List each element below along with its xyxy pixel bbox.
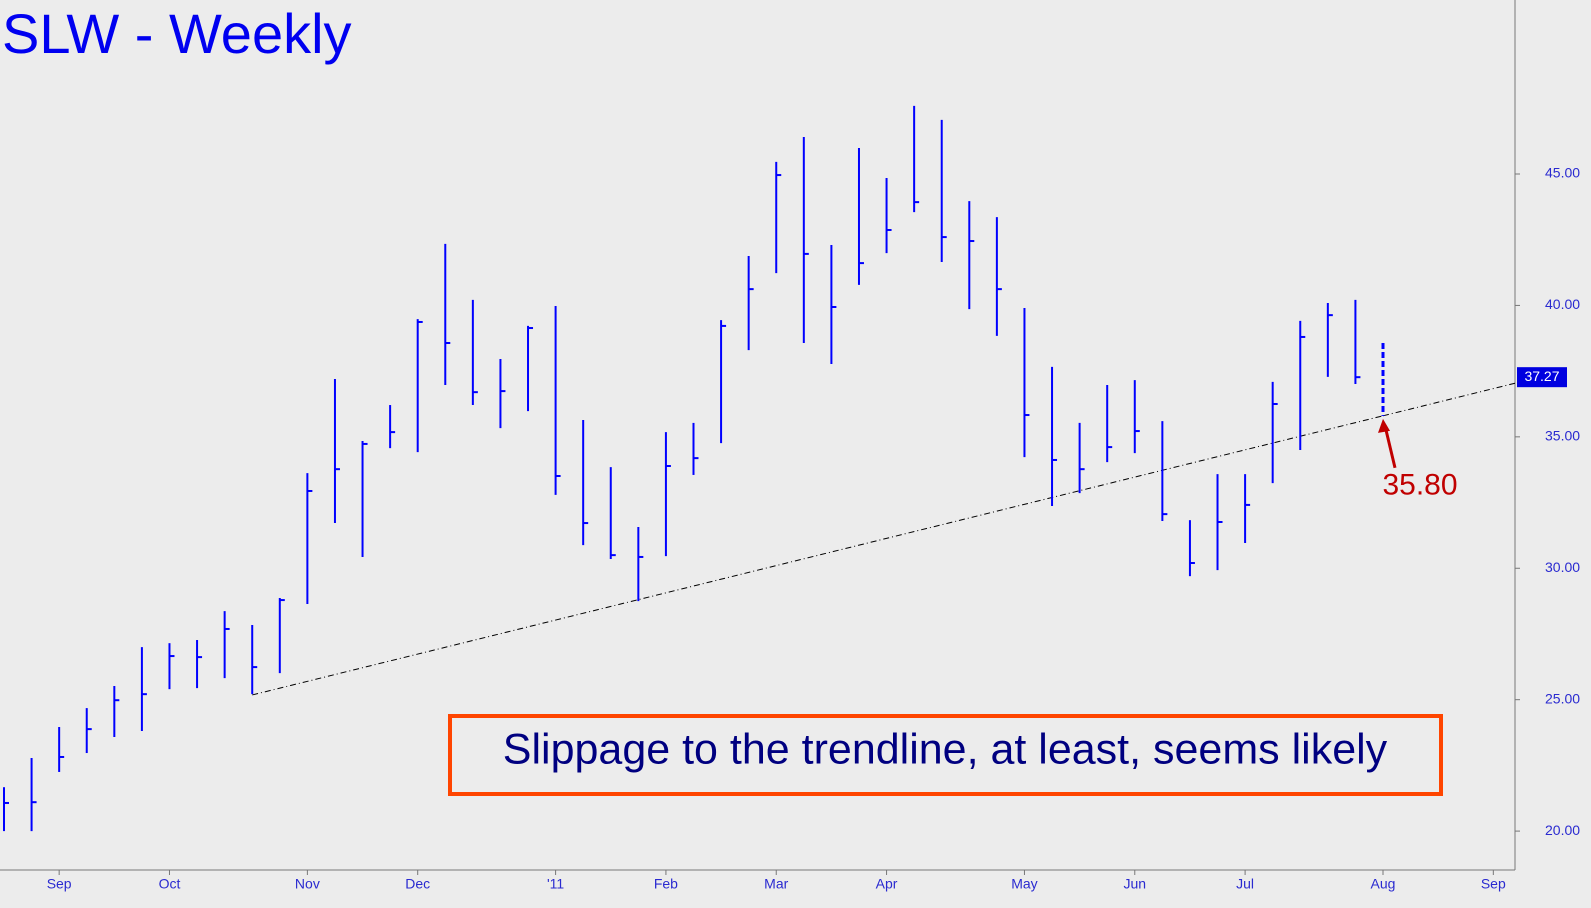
x-tick-label: Mar	[764, 876, 788, 892]
y-tick-label: 40.00	[1545, 296, 1580, 312]
x-tick-label: Nov	[295, 876, 320, 892]
trendline-extension	[1382, 382, 1516, 417]
x-tick-label: Jul	[1236, 876, 1254, 892]
x-tick-label: Apr	[876, 876, 898, 892]
annotation-box	[448, 714, 1443, 796]
y-tick-label: 45.00	[1545, 165, 1580, 181]
last-price-box	[1517, 367, 1567, 388]
y-tick-label: 20.00	[1545, 822, 1580, 838]
x-tick-label: Sep	[47, 876, 72, 892]
annotation: Slippage to the trendline, at least, see…	[503, 725, 1388, 773]
y-tick-label: 30.00	[1545, 559, 1580, 575]
x-tick-label: Oct	[159, 876, 181, 892]
x-tick-label: Sep	[1481, 876, 1506, 892]
x-tick-label: Jun	[1123, 876, 1146, 892]
y-tick-label: 25.00	[1545, 690, 1580, 706]
x-tick-label: '11	[547, 876, 564, 892]
projection-label: 35.80	[1382, 469, 1457, 502]
x-tick-label: Feb	[654, 876, 678, 892]
x-tick-label: Dec	[405, 876, 430, 892]
x-tick-label: Aug	[1371, 876, 1396, 892]
arrow-head	[1378, 418, 1390, 433]
x-tick-label: May	[1011, 876, 1037, 892]
last-price-label: 37.27	[1524, 368, 1559, 384]
chart-title: SLW - Weekly	[2, 2, 352, 65]
y-tick-label: 35.00	[1545, 428, 1580, 444]
arrow-shaft	[1383, 425, 1397, 469]
